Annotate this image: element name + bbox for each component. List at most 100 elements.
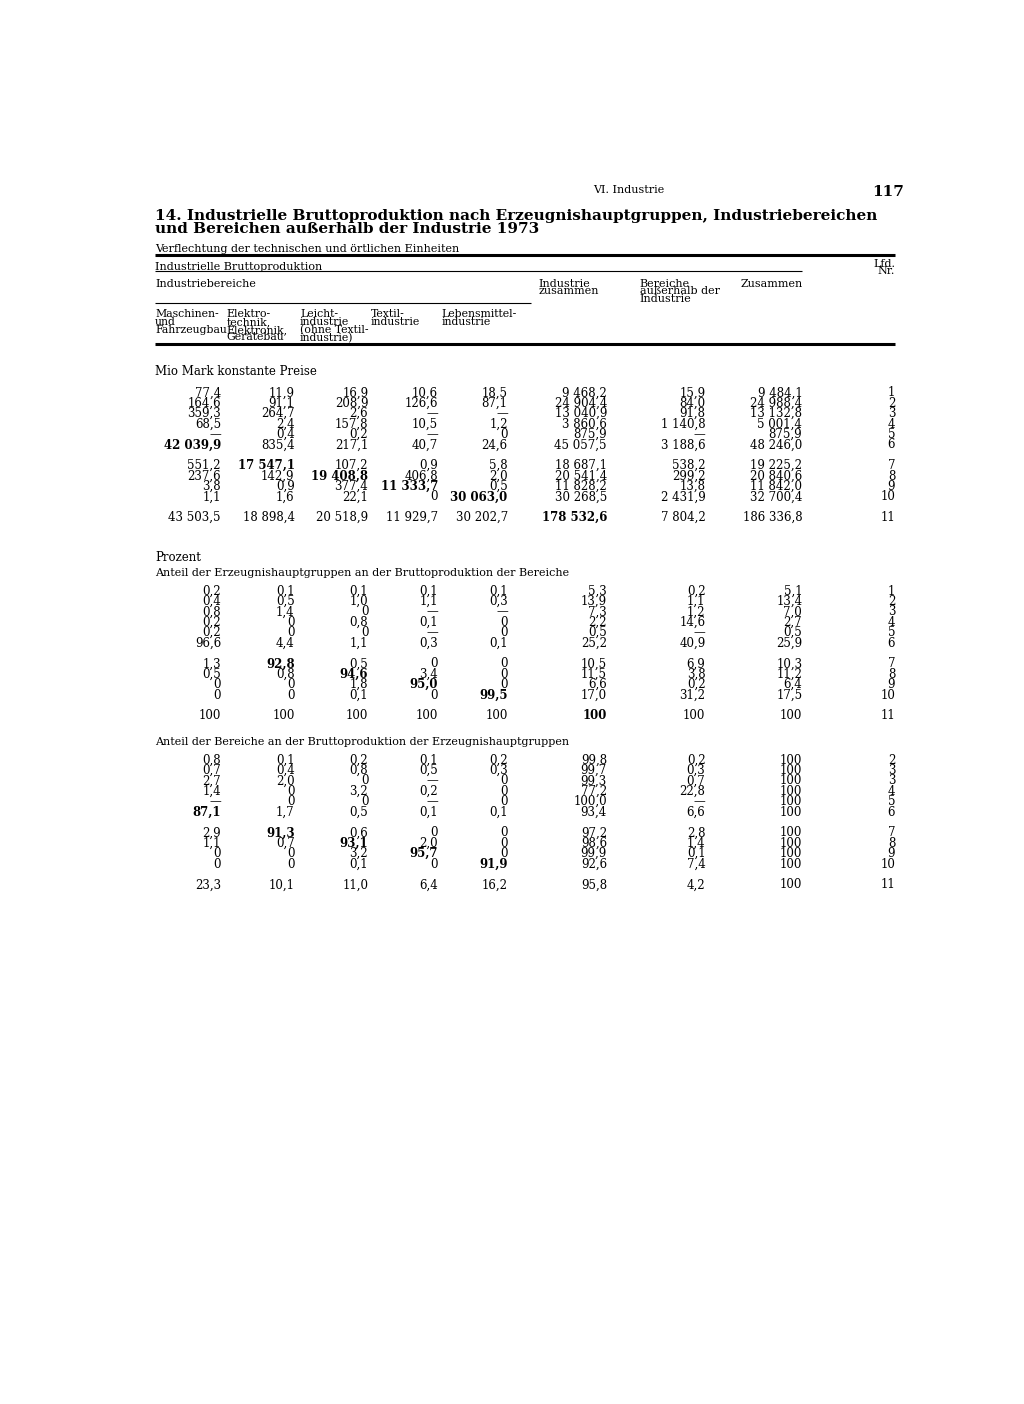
Text: 10,1: 10,1 [268, 879, 295, 892]
Text: 11,2: 11,2 [776, 668, 802, 681]
Text: 100: 100 [416, 709, 438, 723]
Text: 24,6: 24,6 [481, 438, 508, 451]
Text: 0,4: 0,4 [275, 428, 295, 441]
Text: 0,2: 0,2 [203, 626, 221, 639]
Text: —: — [426, 775, 438, 788]
Text: 0,8: 0,8 [349, 616, 369, 629]
Text: 6,6: 6,6 [687, 806, 706, 819]
Text: 1,1: 1,1 [203, 490, 221, 504]
Text: Prozent: Prozent [155, 550, 201, 564]
Text: Industrie: Industrie [539, 278, 591, 289]
Text: 0: 0 [430, 657, 438, 671]
Text: 0: 0 [501, 678, 508, 691]
Text: 5: 5 [888, 626, 895, 639]
Text: 95,7: 95,7 [410, 847, 438, 861]
Text: 30 268,5: 30 268,5 [555, 490, 607, 504]
Text: 30 202,7: 30 202,7 [456, 511, 508, 524]
Text: 217,1: 217,1 [335, 438, 369, 451]
Text: industrie: industrie [300, 317, 349, 327]
Text: 2: 2 [888, 595, 895, 608]
Text: 0,8: 0,8 [349, 764, 369, 776]
Text: außerhalb der: außerhalb der [640, 286, 720, 296]
Text: 2: 2 [888, 397, 895, 410]
Text: 11 828,2: 11 828,2 [555, 480, 607, 493]
Text: 0,2: 0,2 [687, 584, 706, 598]
Text: Elektro-: Elektro- [226, 309, 270, 319]
Text: 10,5: 10,5 [412, 417, 438, 431]
Text: 0: 0 [501, 827, 508, 840]
Text: 45 057,5: 45 057,5 [554, 438, 607, 451]
Text: 20 840,6: 20 840,6 [750, 469, 802, 483]
Text: 11,5: 11,5 [581, 668, 607, 681]
Text: 3,8: 3,8 [203, 480, 221, 493]
Text: 1,0: 1,0 [349, 595, 369, 608]
Text: 15,9: 15,9 [679, 386, 706, 399]
Text: 77,4: 77,4 [195, 386, 221, 399]
Text: —: — [426, 428, 438, 441]
Text: 100: 100 [780, 858, 802, 870]
Text: 0: 0 [213, 847, 221, 861]
Text: 23,3: 23,3 [195, 879, 221, 892]
Text: 0,2: 0,2 [489, 754, 508, 767]
Text: 3 188,6: 3 188,6 [660, 438, 706, 451]
Text: 2 431,9: 2 431,9 [660, 490, 706, 504]
Text: 142,9: 142,9 [261, 469, 295, 483]
Text: 7,0: 7,0 [783, 605, 802, 618]
Text: 91,9: 91,9 [479, 858, 508, 870]
Text: 5 001,4: 5 001,4 [758, 417, 802, 431]
Text: 100,0: 100,0 [573, 795, 607, 809]
Text: 99,7: 99,7 [581, 764, 607, 776]
Text: 2,9: 2,9 [203, 827, 221, 840]
Text: und Bereichen außerhalb der Industrie 1973: und Bereichen außerhalb der Industrie 19… [155, 222, 540, 236]
Text: 208,9: 208,9 [335, 397, 369, 410]
Text: 1,6: 1,6 [276, 490, 295, 504]
Text: 7,4: 7,4 [687, 858, 706, 870]
Text: 0,2: 0,2 [687, 678, 706, 691]
Text: 6: 6 [888, 636, 895, 650]
Text: 92,6: 92,6 [581, 858, 607, 870]
Text: 1,4: 1,4 [203, 785, 221, 797]
Text: Verflechtung der technischen und örtlichen Einheiten: Verflechtung der technischen und örtlich… [155, 244, 460, 254]
Text: 9 468,2: 9 468,2 [562, 386, 607, 399]
Text: 10,5: 10,5 [581, 657, 607, 671]
Text: 0,8: 0,8 [203, 605, 221, 618]
Text: Maschinen-: Maschinen- [155, 309, 219, 319]
Text: 0: 0 [501, 668, 508, 681]
Text: —: — [209, 428, 221, 441]
Text: 1,1: 1,1 [203, 837, 221, 849]
Text: 3: 3 [888, 775, 895, 788]
Text: 0,5: 0,5 [419, 764, 438, 776]
Text: 5: 5 [888, 795, 895, 809]
Text: 18,5: 18,5 [481, 386, 508, 399]
Text: 875,9: 875,9 [573, 428, 607, 441]
Text: 0: 0 [430, 858, 438, 870]
Text: 6: 6 [888, 438, 895, 451]
Text: 538,2: 538,2 [672, 459, 706, 472]
Text: 0,1: 0,1 [489, 584, 508, 598]
Text: —: — [426, 605, 438, 618]
Text: 9: 9 [888, 678, 895, 691]
Text: 100: 100 [780, 775, 802, 788]
Text: 100: 100 [780, 764, 802, 776]
Text: 0: 0 [501, 837, 508, 849]
Text: 0,1: 0,1 [489, 806, 508, 819]
Text: 1: 1 [888, 584, 895, 598]
Text: 16,2: 16,2 [481, 879, 508, 892]
Text: 3,2: 3,2 [349, 785, 369, 797]
Text: 13,9: 13,9 [581, 595, 607, 608]
Text: 4: 4 [888, 785, 895, 797]
Text: 406,8: 406,8 [404, 469, 438, 483]
Text: 0,7: 0,7 [687, 775, 706, 788]
Text: Industriebereiche: Industriebereiche [155, 278, 256, 289]
Text: 11: 11 [881, 879, 895, 892]
Text: 107,2: 107,2 [335, 459, 369, 472]
Text: 13 040,9: 13 040,9 [555, 407, 607, 420]
Text: 7: 7 [888, 657, 895, 671]
Text: 30 063,0: 30 063,0 [451, 490, 508, 504]
Text: 95,0: 95,0 [410, 678, 438, 691]
Text: 126,6: 126,6 [404, 397, 438, 410]
Text: 178 532,6: 178 532,6 [542, 511, 607, 524]
Text: Zusammen: Zusammen [740, 278, 803, 289]
Text: 5,1: 5,1 [783, 584, 802, 598]
Text: 10,3: 10,3 [776, 657, 802, 671]
